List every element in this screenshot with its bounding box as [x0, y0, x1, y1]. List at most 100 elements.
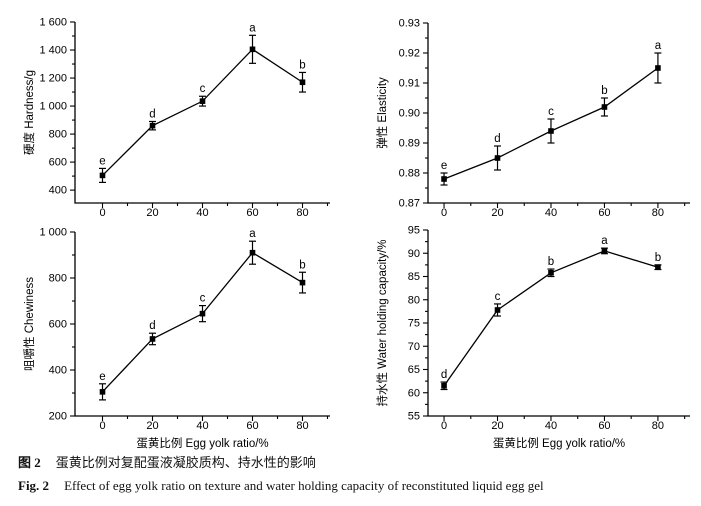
x-tick-label: 80 — [652, 207, 664, 219]
axis-lines — [74, 232, 330, 417]
caption-zh-label: 图 2 — [18, 455, 41, 470]
x-tick-label: 80 — [652, 420, 664, 432]
x-tick-label: 20 — [491, 420, 503, 432]
x-tick-label: 20 — [491, 207, 503, 219]
x-tick-label: 0 — [441, 207, 447, 219]
significance-letter: a — [655, 40, 662, 52]
x-tick-label: 0 — [441, 420, 447, 432]
significance-letter: a — [249, 22, 256, 34]
data-point-marker — [494, 155, 501, 161]
plot-area-hardness: 400 600 800 1 000 1 200 1 400 1 600 0 20 40 60 80 e d… — [22, 17, 330, 219]
x-tick-label: 60 — [246, 207, 258, 219]
y-tick-label: 90 — [408, 248, 420, 260]
significance-letter: c — [548, 106, 554, 118]
x-tick-label: 80 — [296, 420, 308, 432]
y-tick-label: 75 — [408, 318, 420, 330]
y-tick-label: 600 — [49, 157, 67, 169]
data-point-marker — [494, 307, 501, 313]
significance-letter: e — [441, 160, 447, 172]
y-tick-label: 0.88 — [399, 168, 420, 180]
y-tick-label: 0.87 — [399, 198, 420, 210]
y-tick-label: 1 000 — [39, 227, 67, 239]
data-point-marker — [299, 79, 306, 86]
y-tick-label: 0.90 — [399, 108, 420, 120]
plot-area-whc: 55 60 65 70 75 80 85 90 95 0 20 40 60 80 d c b a b 持水性 Wate… — [375, 225, 690, 450]
data-point-marker — [655, 264, 661, 270]
significance-letter: c — [495, 291, 501, 303]
data-point-marker — [99, 389, 106, 395]
data-point-marker — [99, 172, 106, 179]
y-tick-label: 0.93 — [399, 18, 420, 30]
significance-letter: b — [601, 85, 607, 97]
y-tick-label: 1 200 — [39, 73, 67, 85]
significance-letter: b — [299, 59, 305, 71]
chart-chewiness: 200 400 600 800 1 000 0 20 40 60 80 e d c a b 咀嚼性 Chewi… — [22, 227, 330, 450]
y-tick-label: 85 — [408, 271, 420, 283]
y-tick-label: 1 400 — [39, 45, 67, 57]
axis-lines — [427, 23, 690, 204]
data-point-marker — [249, 249, 256, 256]
y-tick-label: 1 000 — [39, 101, 67, 113]
significance-letter: d — [441, 369, 447, 381]
x-tick-label: 60 — [598, 207, 610, 219]
y-axis-label: 弹性 Elasticity — [375, 77, 389, 149]
caption-english: Fig. 2 Effect of egg yolk ratio on textur… — [18, 478, 544, 494]
caption-chinese: 图 2 蛋黄比例对复配蛋液凝胶质构、持水性的影响 — [18, 452, 316, 471]
x-tick-label: 40 — [196, 207, 208, 219]
x-tick-label: 40 — [196, 420, 208, 432]
plot-area-chewiness: 200 400 600 800 1 000 0 20 40 60 80 e d c a b 咀嚼性 Chewi… — [22, 227, 330, 450]
x-tick-label: 0 — [99, 207, 105, 219]
caption-en-label: Fig. 2 — [18, 478, 50, 493]
axis-lines — [74, 22, 330, 204]
y-tick-label: 800 — [49, 273, 67, 285]
significance-letter: d — [149, 320, 155, 332]
chart-water-holding-capacity: 55 60 65 70 75 80 85 90 95 0 20 40 60 80 d c b a b 持水性 Wate… — [375, 225, 690, 450]
data-point-marker — [199, 310, 206, 317]
caption-en-text: Effect of egg yolk ratio on texture and … — [64, 478, 544, 493]
x-axis-label: 蛋黄比例 Egg yolk ratio/% — [493, 436, 625, 450]
data-point-marker — [548, 269, 554, 276]
significance-letter: b — [548, 256, 554, 268]
data-point-marker — [441, 176, 447, 182]
significance-letter: c — [200, 83, 206, 95]
x-tick-label: 40 — [545, 207, 557, 219]
y-tick-label: 0.89 — [399, 138, 420, 150]
y-tick-label: 80 — [408, 294, 420, 306]
y-tick-label: 0.92 — [399, 48, 420, 60]
chart-elasticity: 0.87 0.88 0.89 0.90 0.91 0.92 0.93 0 20 40 60 80 e d c… — [375, 18, 690, 219]
significance-letter: a — [249, 228, 256, 240]
chart-hardness: 400 600 800 1 000 1 200 1 400 1 600 0 20 40 60 80 e d… — [22, 17, 330, 219]
y-axis-label: 硬度 Hardness/g — [22, 70, 36, 155]
data-line — [102, 48, 303, 176]
y-tick-label: 400 — [49, 365, 67, 377]
x-tick-label: 60 — [598, 420, 610, 432]
y-axis-label: 持水性 Water holding capacity/% — [375, 239, 389, 406]
x-tick-label: 60 — [246, 420, 258, 432]
data-point-marker — [601, 248, 608, 254]
data-point-marker — [299, 279, 306, 286]
significance-letter: b — [655, 252, 661, 264]
y-tick-label: 65 — [408, 364, 420, 376]
y-tick-label: 95 — [408, 225, 420, 237]
y-tick-label: 60 — [408, 387, 420, 399]
significance-letter: d — [494, 133, 500, 145]
y-tick-label: 1 600 — [39, 17, 67, 29]
data-point-marker — [548, 128, 554, 134]
data-point-marker — [249, 46, 256, 53]
x-tick-label: 80 — [296, 207, 308, 219]
y-tick-label: 600 — [49, 319, 67, 331]
x-tick-label: 20 — [146, 420, 158, 432]
significance-letter: b — [299, 259, 305, 271]
significance-letter: e — [99, 371, 105, 383]
y-tick-label: 55 — [408, 411, 420, 423]
y-tick-label: 0.91 — [399, 78, 420, 90]
significance-letter: e — [99, 155, 105, 167]
y-tick-label: 400 — [49, 185, 67, 197]
x-tick-label: 20 — [146, 207, 158, 219]
data-point-marker — [441, 382, 447, 389]
x-tick-label: 0 — [99, 420, 105, 432]
data-point-marker — [149, 336, 156, 342]
x-tick-label: 40 — [545, 420, 557, 432]
data-point-marker — [199, 98, 206, 104]
